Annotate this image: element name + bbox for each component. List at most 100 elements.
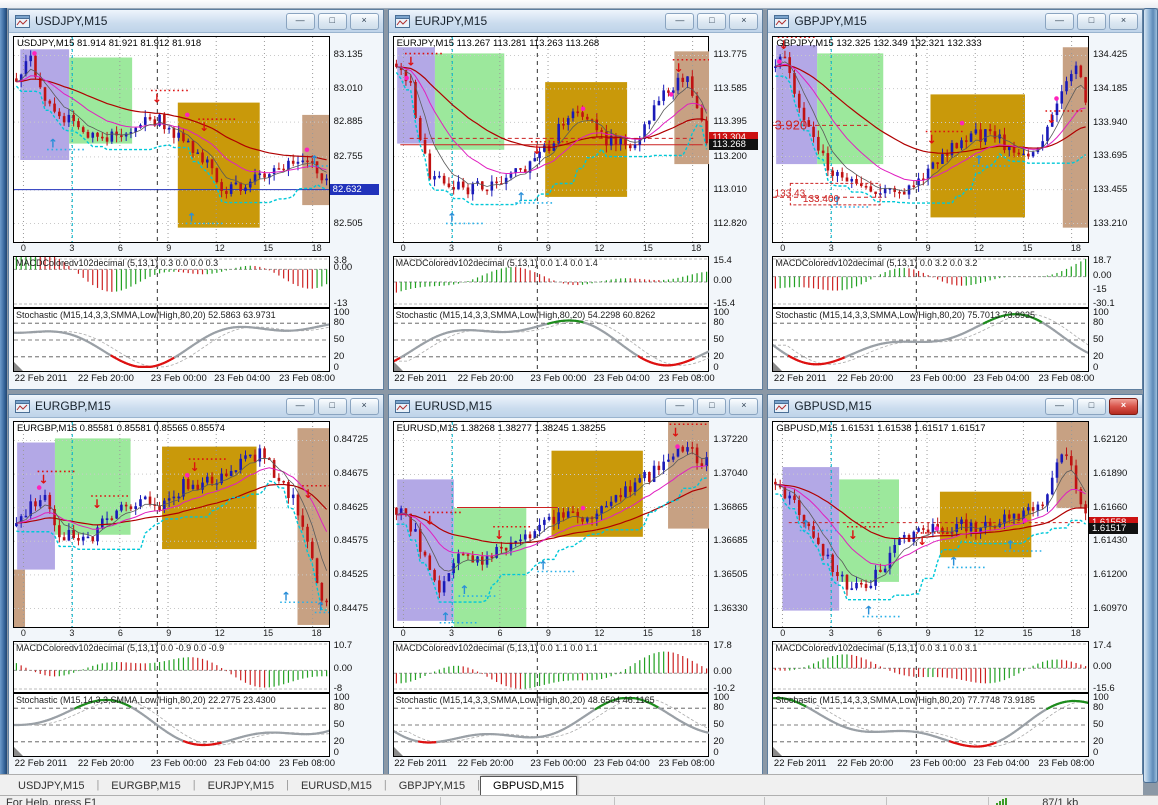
maximize-button[interactable]: □ [697,12,727,30]
svg-text:↓: ↓ [779,38,789,52]
minimize-button[interactable]: — [665,397,695,415]
chart-tab-usdjpy[interactable]: USDJPY,M15 [18,780,85,792]
hour-axis-label: 6 [117,628,123,638]
svg-text:↓: ↓ [494,528,504,542]
window-title-bar[interactable]: GBPJPY,M15 — □ × [768,10,1142,33]
price-axis-label: 1.61430 [1092,535,1128,547]
svg-text:↓: ↓ [152,92,162,106]
minimize-button[interactable]: — [1044,12,1074,30]
close-button[interactable]: × [1108,397,1138,415]
main-chart-canvas[interactable]: GBPUSD,M15 1.61531 1.61538 1.61517 1.615… [772,421,1089,628]
svg-text:↓: ↓ [303,487,313,501]
macd-indicator-label: MACDColoredv102decimal (5,13,1) 0.0 1.1 … [395,643,598,653]
close-button[interactable]: × [349,12,379,30]
date-axis-label: 23 Feb 04:00 [214,373,271,384]
macd-canvas[interactable]: MACDColoredv102decimal (5,13,1) 0.0 -0.9… [13,641,330,693]
price-axis-label: 1.37220 [713,434,748,446]
date-axis-label: 22 Feb 2011 [14,373,68,384]
main-chart-canvas[interactable]: EURGBP,M15 0.85581 0.85581 0.85565 0.855… [13,421,330,628]
minimize-button[interactable]: — [1044,397,1074,415]
chart-window-icon [15,399,30,413]
chart-tab-eurgbp[interactable]: EURGBP,M15 [111,780,181,792]
date-axis-label: 22 Feb 2011 [773,373,827,384]
main-chart-canvas[interactable]: EURUSD,M15 1.38268 1.38277 1.38245 1.382… [392,421,710,628]
stochastic-canvas[interactable]: Stochastic (M15,14,3,3,SMMA,Low/High,80,… [392,308,710,372]
price-axis-label: 1.37040 [713,468,748,480]
chart-window-icon [15,14,30,28]
window-buttons: — □ × [285,12,379,30]
chart-tab-eurjpy[interactable]: EURJPY,M15 [207,780,275,792]
vertical-scrollbar[interactable] [1143,8,1158,783]
window-title-bar[interactable]: EURJPY,M15 — □ × [388,10,763,33]
stochastic-canvas[interactable]: Stochastic (M15,14,3,3,SMMA,Low/High,80,… [772,693,1089,757]
macd-pane: MACDColoredv102decimal (5,13,1) 0.0 -0.9… [13,640,380,694]
hour-axis-label: 3 [828,628,834,638]
hour-axis-label: 6 [497,628,503,638]
stochastic-axis-label: 80 [713,317,724,329]
minimize-button[interactable]: — [665,12,695,30]
close-button[interactable]: × [1108,12,1138,30]
macd-canvas[interactable]: MACDColoredv102decimal (5,13,1) 0.3 0.0 … [13,256,330,308]
window-title-bar[interactable]: GBPUSD,M15 — □ × [768,395,1142,418]
macd-axis-label: -15.6 [1092,683,1115,694]
stochastic-canvas[interactable]: Stochastic (M15,14,3,3,SMMA,Low/High,80,… [13,693,330,757]
main-chart-pane: EURGBP,M15 0.85581 0.85581 0.85565 0.855… [13,421,380,628]
hour-axis-label: 18 [311,243,322,253]
window-title-bar[interactable]: USDJPY,M15 — □ × [9,10,383,33]
window-title: EURUSD,M15 [414,399,493,413]
minimize-button[interactable]: — [285,12,315,30]
svg-text:↑: ↑ [832,194,842,208]
stochastic-axis: 100 80 50 20 0 [330,307,380,373]
price-axis-label: 134.425 [1092,49,1128,61]
close-button[interactable]: × [729,12,759,30]
svg-text:↓: ↓ [917,534,927,548]
stochastic-canvas[interactable]: Stochastic (M15,14,3,3,SMMA,Low/High,80,… [392,693,710,757]
macd-canvas[interactable]: MACDColoredv102decimal (5,13,1) 0.0 1.4 … [392,256,710,308]
chart-tab-eurusd[interactable]: EURUSD,M15 [300,780,372,792]
window-title-bar[interactable]: EURUSD,M15 — □ × [388,395,763,418]
main-chart-canvas[interactable]: USDJPY,M15 81.914 81.921 81.912 81.918 ↓ ↓… [13,36,330,243]
svg-text:↑: ↑ [864,604,874,618]
macd-axis-label: 0.00 [713,666,732,678]
stochastic-axis-label: 80 [1092,702,1104,714]
price-axis-label: 1.36505 [713,569,748,581]
close-button[interactable]: × [729,397,759,415]
stochastic-canvas[interactable]: Stochastic (M15,14,3,3,SMMA,Low/High,80,… [772,308,1089,372]
macd-axis-label: 10.7 [333,640,353,651]
macd-canvas[interactable]: MACDColoredv102decimal (5,13,1) 0.0 3.2 … [772,256,1089,308]
price-axis: 113.775 113.585 113.395 113.200 113.010 112.8… [709,36,759,243]
svg-text:↓: ↓ [92,497,102,511]
hour-axis-label: 9 [545,628,551,638]
stochastic-canvas[interactable]: Stochastic (M15,14,3,3,SMMA,Low/High,80,… [13,308,330,372]
main-chart-canvas[interactable]: EURJPY,M15 113.267 113.281 113.263 113.2… [392,36,710,243]
maximize-button[interactable]: □ [1076,397,1106,415]
chart-window-usdjpy: USDJPY,M15 — □ × USDJPY,M15 81.914 81.921 81… [8,9,384,390]
ohlc-info-line: USDJPY,M15 81.914 81.921 81.912 81.918 [17,38,202,49]
maximize-button[interactable]: □ [317,12,347,30]
chart-tab-gbpusd[interactable]: GBPUSD,M15 [480,776,577,797]
minimize-button[interactable]: — [285,397,315,415]
traffic-counter: 87/1 kb [1042,797,1079,805]
maximize-button[interactable]: □ [697,397,727,415]
date-axis-label: 22 Feb 20:00 [457,758,514,769]
macd-pane: MACDColoredv102decimal (5,13,1) 0.0 3.2 … [772,255,1139,309]
chart-tab-gbpjpy[interactable]: GBPJPY,M15 [398,780,466,792]
macd-axis: 10.7 0.00 -8 [330,640,380,694]
close-button[interactable]: × [349,397,379,415]
macd-canvas[interactable]: MACDColoredv102decimal (5,13,1) 0.0 3.1 … [772,641,1089,693]
stochastic-axis-label: 50 [713,719,724,730]
window-title-bar[interactable]: EURGBP,M15 — □ × [9,395,383,418]
macd-canvas[interactable]: MACDColoredv102decimal (5,13,1) 0.0 1.1 … [392,641,710,693]
hour-axis-label: 18 [1070,628,1081,638]
price-axis-label: 1.36330 [713,602,748,614]
stochastic-pane: Stochastic (M15,14,3,3,SMMA,Low/High,80,… [772,307,1139,373]
hour-axis-label: 18 [1070,243,1081,253]
svg-text:3.920: 3.920 [775,117,808,132]
main-chart-canvas[interactable]: GBPJPY,M15 132.325 132.349 132.321 132.3… [772,36,1089,243]
chart-client-area: GBPUSD,M15 1.61531 1.61538 1.61517 1.615… [768,418,1142,774]
tab-separator: | [192,778,196,791]
maximize-button[interactable]: □ [317,397,347,415]
stochastic-axis-label: 20 [333,350,345,362]
hour-axis-label: 3 [449,243,455,253]
maximize-button[interactable]: □ [1076,12,1106,30]
